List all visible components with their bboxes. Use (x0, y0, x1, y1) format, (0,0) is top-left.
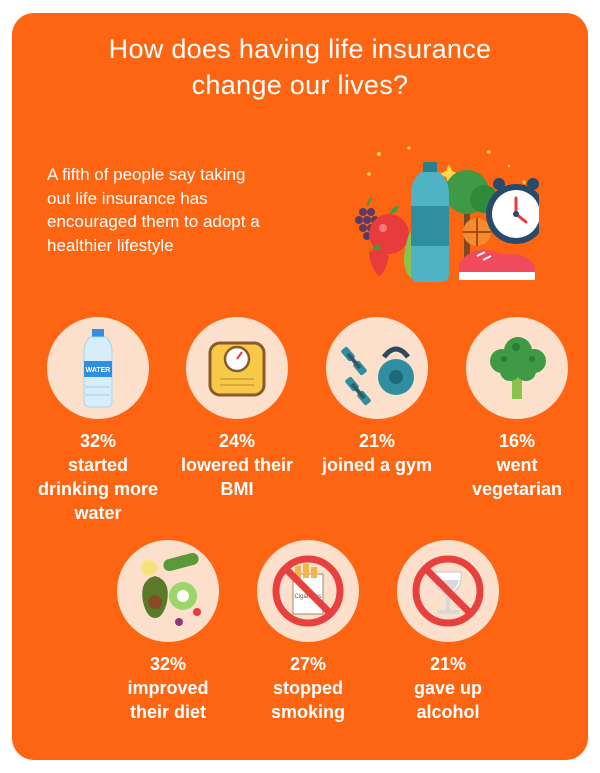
scale-circle (186, 317, 288, 419)
stat-percent: 32% (149, 654, 187, 674)
bottle-label: WATER (86, 367, 111, 374)
stat-label-line: alcohol (416, 702, 480, 722)
dumbbells-kettlebell-icon (341, 346, 414, 406)
water-bottle-icon (411, 162, 449, 282)
cigarette-pack-label: Cigarettes (294, 594, 321, 600)
stat-label-line: gave up (413, 678, 483, 698)
stat-label-line: smoking (270, 702, 345, 722)
intro-text: A fifth of people say taking out life in… (47, 163, 337, 257)
weighing-scale-icon (208, 341, 266, 397)
stat-water: 32% started drinking more water (23, 429, 173, 525)
stat-percent: 21% (358, 431, 396, 451)
stat-label-line: improved (127, 678, 209, 698)
stat-bmi: 24% lowered their BMI (162, 429, 312, 501)
stat-label-line: drinking more (37, 479, 158, 499)
stat-percent: 32% (79, 431, 117, 451)
page-title: How does having life insurance change ou… (12, 31, 588, 103)
stat-vegetarian: 16% went vegetarian (442, 429, 588, 501)
title-line-1: How does having life insurance (108, 34, 492, 64)
no-alcohol-icon (412, 555, 484, 627)
basketball-icon (463, 218, 491, 246)
fruit-vegetables-icon (141, 552, 201, 626)
stat-label-line: stopped (273, 678, 343, 698)
title-line-2: change our lives? (191, 70, 409, 100)
intro-line-3: encouraged them to adopt a (47, 212, 260, 231)
stat-label-line: joined a gym (321, 455, 433, 475)
stat-diet: 32% improved their diet (93, 652, 243, 724)
broccoli-icon (490, 337, 546, 399)
intro-line-1: A fifth of people say taking (47, 165, 246, 184)
vegetarian-circle (466, 317, 568, 419)
alarm-clock-icon (486, 178, 539, 244)
stat-percent: 16% (498, 431, 536, 451)
stat-label-line: water (74, 503, 122, 523)
stat-percent: 24% (218, 431, 256, 451)
stat-label-line: their diet (129, 702, 206, 722)
intro-line-4: healthier lifestyle (47, 235, 174, 255)
strawberry-icon (369, 244, 389, 276)
stat-label-line: vegetarian (471, 479, 563, 499)
healthy-lifestyle-illustration (355, 146, 539, 282)
stat-gym: 21% joined a gym (302, 429, 452, 477)
stat-label-line: BMI (220, 479, 254, 499)
sneaker-icon (459, 249, 535, 280)
apple-icon (369, 206, 409, 254)
stat-percent: 21% (429, 654, 467, 674)
diet-circle (117, 540, 219, 642)
no-smoking-icon: Cigarettes (272, 555, 344, 627)
stat-label-line: started (67, 455, 129, 475)
smoking-circle: Cigarettes (257, 540, 359, 642)
stat-alcohol: 21% gave up alcohol (373, 652, 523, 724)
infographic-card: How does having life insurance change ou… (12, 13, 588, 760)
stat-smoking: 27% stopped smoking (233, 652, 383, 724)
water-circle: WATER (47, 317, 149, 419)
stat-label-line: lowered their (180, 455, 294, 475)
alcohol-circle (397, 540, 499, 642)
intro-line-2: out life insurance has (47, 188, 208, 208)
gym-circle (326, 317, 428, 419)
water-bottle-icon: WATER (83, 329, 113, 408)
stat-percent: 27% (289, 654, 327, 674)
stat-label-line: went (496, 455, 538, 475)
sparkle-icon (367, 146, 526, 184)
